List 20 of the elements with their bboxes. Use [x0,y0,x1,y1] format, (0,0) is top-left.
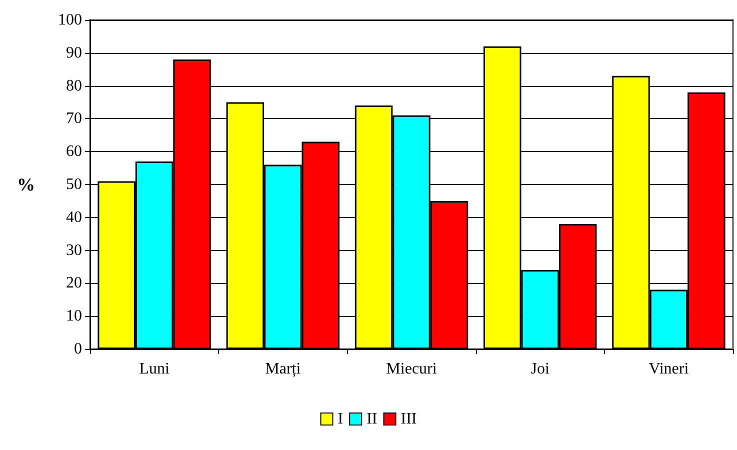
legend-label: I [338,410,344,428]
y-tick-label: 10 [66,308,82,325]
y-tick-label: 30 [66,242,82,259]
y-tick-label: 60 [66,143,82,160]
x-tick-label: Marți [265,360,302,378]
y-tick-label: 90 [66,44,82,62]
y-tick-label: 50 [66,176,82,193]
y-axis-title: % [17,174,35,194]
legend-label: III [400,410,417,428]
x-tick-label: Vineri [648,360,690,378]
y-tick-label: 70 [66,110,82,128]
y-tick-label: 80 [66,77,82,94]
y-tick-label: 0 [74,340,82,358]
y-tick-label: 40 [66,208,82,226]
x-tick-label: Miecuri [386,360,438,378]
x-tick-label: Luni [139,360,170,378]
x-tick-label: Joi [530,360,550,378]
y-tick-label: 20 [66,274,82,292]
legend-label: II [366,410,378,428]
y-tick-label: 100 [58,12,82,28]
